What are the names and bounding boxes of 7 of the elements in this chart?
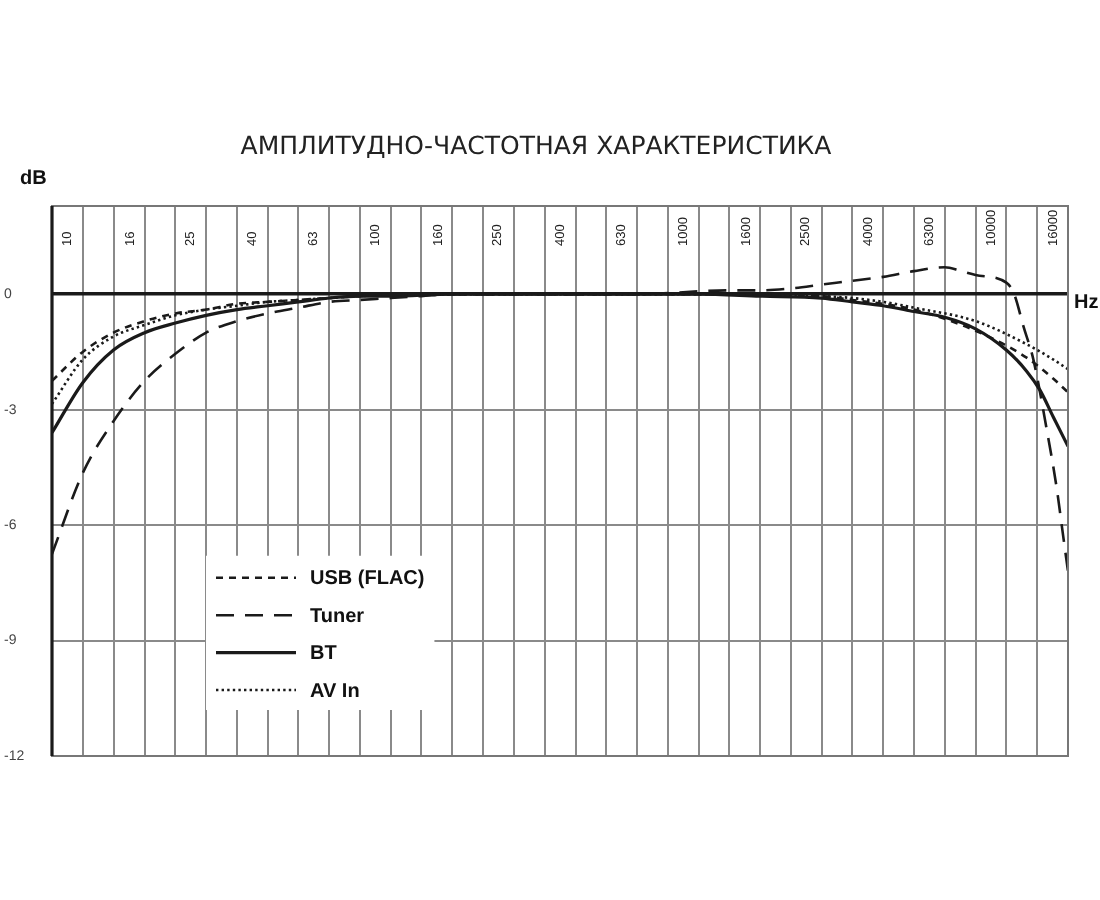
- x-axis-title: Hz: [1074, 291, 1099, 314]
- legend-label: BT: [310, 643, 337, 666]
- chart-title: АМПЛИТУДНО-ЧАСТОТНАЯ ХАРАКТЕРИСТИКА: [240, 129, 833, 160]
- legend-label: USB (FLAC): [310, 568, 425, 591]
- legend-label: AV In: [310, 680, 360, 703]
- legend-label: Tuner: [310, 605, 365, 628]
- y-axis-title: dB: [20, 167, 47, 190]
